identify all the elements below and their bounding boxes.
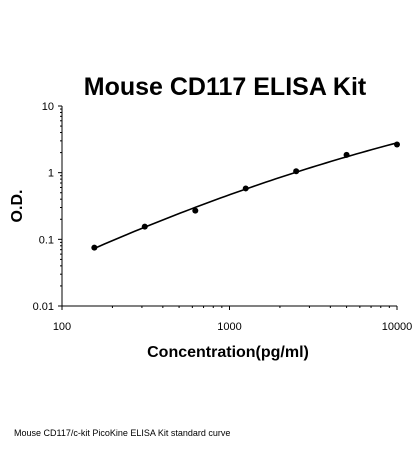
plot-area: 0.01 0.1 1 10 100 1000 10000 <box>33 101 413 333</box>
figure-caption: Mouse CD117/c-kit PicoKine ELISA Kit sta… <box>14 428 231 438</box>
x-axis-label: Concentration(pg/ml) <box>147 344 309 361</box>
x-tick-label: 10000 <box>382 321 413 333</box>
y-tick-label: 10 <box>42 101 54 113</box>
y-tick-label: 1 <box>48 168 54 180</box>
data-point <box>91 244 98 251</box>
data-point <box>394 141 400 148</box>
fit-curve <box>94 142 398 250</box>
y-axis-label: O.D. <box>9 190 26 223</box>
data-point <box>343 151 350 158</box>
x-tick-label: 1000 <box>217 321 241 333</box>
data-point <box>293 168 300 175</box>
y-tick-label: 0.01 <box>33 301 54 313</box>
data-point <box>192 207 199 214</box>
x-tick-label: 100 <box>53 321 71 333</box>
y-tick-label: 0.1 <box>39 234 54 246</box>
data-point <box>242 185 249 192</box>
chart-title: Mouse CD117 ELISA Kit <box>84 73 367 101</box>
data-point <box>141 223 148 230</box>
